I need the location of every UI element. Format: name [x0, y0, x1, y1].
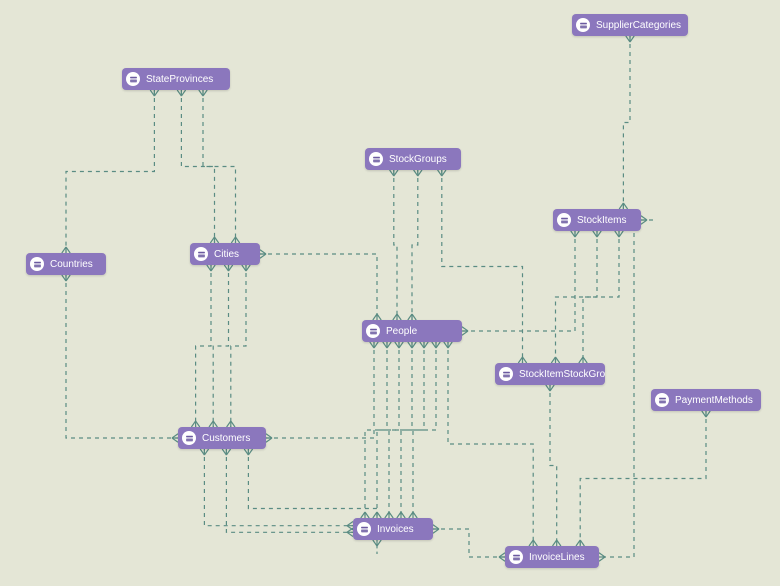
edge [623, 36, 630, 209]
edge [412, 170, 418, 320]
edges-layer [0, 0, 780, 586]
table-icon [576, 18, 590, 32]
entity-label: Cities [214, 249, 239, 260]
edge [181, 90, 214, 243]
entity-invoiceLines[interactable]: InvoiceLines [505, 546, 599, 568]
table-icon [126, 72, 140, 86]
entity-label: SupplierCategories [596, 20, 681, 31]
table-icon [194, 247, 208, 261]
edge [213, 265, 228, 427]
entity-cities[interactable]: Cities [190, 243, 260, 265]
entity-customers[interactable]: Customers [178, 427, 266, 449]
entity-label: StateProvinces [146, 74, 213, 85]
table-icon [30, 257, 44, 271]
edge [556, 231, 598, 363]
edge [66, 275, 178, 438]
table-icon [557, 213, 571, 227]
edge [394, 170, 397, 320]
entity-label: StockItemStockGro… [519, 369, 605, 380]
edge [260, 254, 377, 320]
entity-label: InvoiceLines [529, 552, 585, 563]
edge [196, 265, 211, 427]
entity-invoices[interactable]: Invoices [353, 518, 433, 540]
entity-label: Countries [50, 259, 93, 270]
entity-label: Invoices [377, 524, 414, 535]
entity-people[interactable]: People [362, 320, 462, 342]
entity-stockItemStockGro[interactable]: StockItemStockGro… [495, 363, 605, 385]
edge [231, 265, 246, 427]
table-icon [357, 522, 371, 536]
entity-label: StockGroups [389, 154, 447, 165]
entity-countries[interactable]: Countries [26, 253, 106, 275]
table-icon [499, 367, 513, 381]
edge [462, 231, 575, 331]
entity-label: PaymentMethods [675, 395, 753, 406]
table-icon [509, 550, 523, 564]
entity-stateProvinces[interactable]: StateProvinces [122, 68, 230, 90]
edge [599, 220, 655, 557]
entity-supplierCategories[interactable]: SupplierCategories [572, 14, 688, 36]
edge [550, 385, 557, 546]
edge [413, 342, 436, 518]
entity-label: People [386, 326, 417, 337]
edge [66, 90, 154, 253]
entity-label: Customers [202, 433, 250, 444]
edge [401, 342, 424, 518]
edge [203, 90, 236, 243]
table-icon [655, 393, 669, 407]
edge [583, 231, 619, 363]
edge [204, 449, 353, 526]
table-icon [366, 324, 380, 338]
edge [580, 411, 706, 546]
entity-stockItems[interactable]: StockItems [553, 209, 641, 231]
edge [389, 342, 412, 518]
edge [226, 449, 353, 532]
edge [365, 342, 387, 518]
er-diagram-canvas: SupplierCategories StateProvinces StockGro… [0, 0, 780, 586]
entity-stockGroups[interactable]: StockGroups [365, 148, 461, 170]
table-icon [369, 152, 383, 166]
entity-paymentMethods[interactable]: PaymentMethods [651, 389, 761, 411]
edge [433, 529, 505, 557]
entity-label: StockItems [577, 215, 626, 226]
edge [266, 342, 374, 438]
edge [377, 342, 399, 518]
table-icon [182, 431, 196, 445]
